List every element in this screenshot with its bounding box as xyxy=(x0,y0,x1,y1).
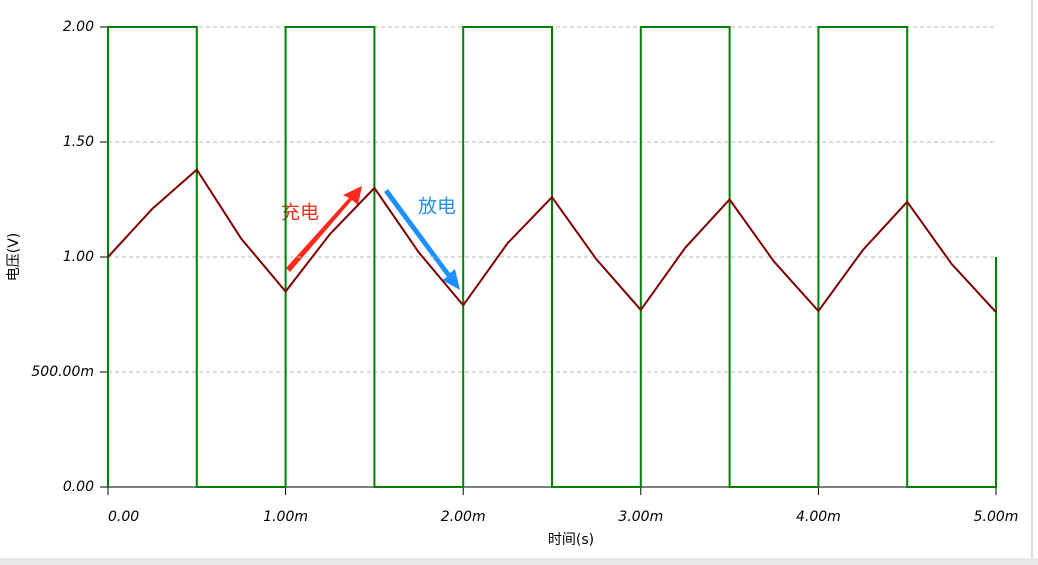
annotation: 放电 xyxy=(418,196,456,218)
series-line xyxy=(107,26,997,488)
x-tick-label: 5.00m xyxy=(974,509,1019,525)
y-tick-label: 1.00 xyxy=(63,249,94,265)
y-tick-label: 0.00 xyxy=(63,479,94,495)
y-tick-label: 2.00 xyxy=(63,19,94,35)
discharge-arrow xyxy=(384,189,460,290)
x-tick-label: 3.00m xyxy=(618,509,663,525)
x-axis-label: 时间(s) xyxy=(548,532,594,548)
tab-strip xyxy=(0,558,1038,565)
x-tick-label: 1.00m xyxy=(263,509,308,525)
series-line xyxy=(107,168,997,313)
x-tick-label: 4.00m xyxy=(796,509,841,525)
y-tick-label: 1.50 xyxy=(63,134,94,150)
y-axis-label: 电压(V) xyxy=(6,233,22,282)
x-tick-label: 2.00m xyxy=(441,509,486,525)
y-tick-label: 500.00m xyxy=(31,364,94,380)
charge-arrow xyxy=(286,186,362,272)
annotation: 充电 xyxy=(281,202,319,224)
x-tick-label: 0.00 xyxy=(108,509,139,525)
